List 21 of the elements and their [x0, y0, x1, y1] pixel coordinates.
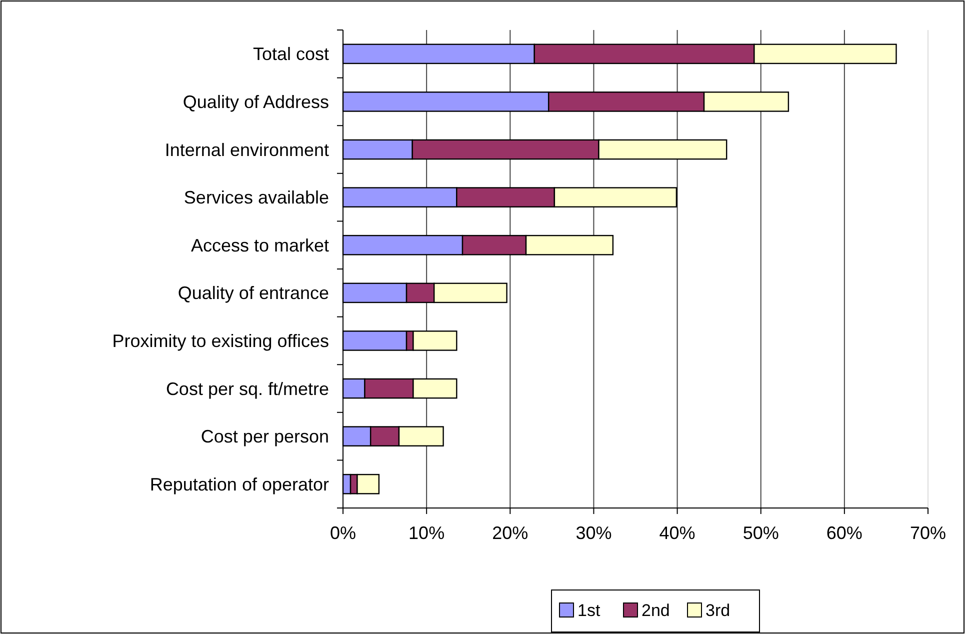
x-tick-label: 40% — [659, 523, 696, 543]
y-tick-label: Access to market — [190, 235, 329, 256]
x-tick-label: 50% — [742, 523, 779, 543]
x-tick-label: 70% — [910, 523, 946, 543]
y-tick-label: Services available — [184, 188, 329, 208]
legend-label: 1st — [578, 600, 600, 620]
y-tick-label: Proximity to existing offices — [112, 331, 329, 351]
y-tick-label: Internal environment — [164, 140, 329, 160]
y-tick-label: Quality of Address — [182, 92, 329, 112]
x-tick-label: 20% — [492, 523, 528, 543]
x-tick-label: 10% — [408, 523, 445, 543]
x-tick-label: 30% — [576, 523, 612, 543]
y-tick-label: Reputation of operator — [150, 474, 329, 494]
legend-label: 2nd — [642, 600, 670, 620]
y-tick-label: Cost per person — [200, 426, 329, 447]
x-tick-label: 0% — [330, 523, 356, 543]
y-tick-label: Cost per sq. ft/metre — [166, 378, 329, 399]
legend-label: 3rd — [706, 600, 730, 620]
y-tick-label: Total cost — [252, 44, 329, 64]
y-tick-label: Quality of entrance — [178, 283, 329, 304]
x-tick-label: 60% — [826, 523, 862, 543]
